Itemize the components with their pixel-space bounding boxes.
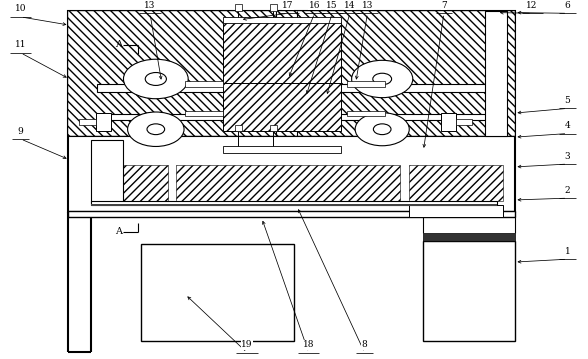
Bar	[409, 205, 503, 217]
Circle shape	[373, 124, 391, 135]
Text: 11: 11	[15, 40, 26, 50]
Circle shape	[147, 124, 165, 135]
Text: 7: 7	[441, 1, 447, 10]
Text: 6: 6	[564, 1, 570, 10]
Bar	[223, 17, 341, 23]
Bar	[409, 165, 503, 201]
Circle shape	[352, 60, 413, 98]
Text: 13: 13	[144, 1, 156, 10]
Text: 12: 12	[526, 1, 538, 10]
Bar	[423, 233, 514, 241]
Circle shape	[373, 73, 392, 85]
Bar	[223, 146, 341, 153]
Circle shape	[128, 112, 184, 146]
Circle shape	[123, 59, 188, 99]
Bar	[91, 204, 497, 206]
Bar	[185, 111, 223, 116]
Bar	[97, 84, 491, 92]
Text: 15: 15	[326, 1, 338, 10]
Text: 1: 1	[564, 247, 570, 256]
Text: 17: 17	[282, 1, 294, 10]
Bar	[223, 22, 341, 83]
Bar	[347, 81, 385, 87]
Text: 14: 14	[344, 1, 356, 10]
Bar	[270, 4, 277, 11]
Bar	[96, 113, 111, 131]
Bar	[456, 119, 472, 125]
Bar	[423, 241, 514, 341]
Text: 3: 3	[564, 151, 570, 161]
Circle shape	[355, 113, 409, 146]
Text: 8: 8	[362, 340, 368, 349]
Bar	[97, 114, 491, 120]
Bar	[91, 201, 497, 205]
Bar	[347, 111, 385, 116]
Bar	[68, 11, 514, 136]
Bar	[68, 211, 514, 217]
Text: 10: 10	[15, 4, 26, 14]
Text: 18: 18	[303, 340, 315, 349]
Bar	[91, 140, 123, 203]
Text: 13: 13	[362, 1, 373, 10]
Bar	[223, 83, 341, 131]
Text: 9: 9	[18, 126, 24, 136]
Circle shape	[145, 73, 166, 85]
Bar	[185, 81, 223, 87]
Bar	[68, 11, 514, 212]
Bar	[91, 165, 168, 201]
Text: 19: 19	[241, 340, 253, 349]
Bar	[270, 125, 277, 131]
Bar	[441, 113, 456, 131]
Text: 2: 2	[564, 186, 570, 195]
Bar	[235, 4, 242, 11]
Text: A: A	[115, 227, 122, 236]
Text: 4: 4	[564, 121, 570, 130]
Bar	[141, 244, 294, 341]
Bar	[176, 165, 400, 201]
Text: A: A	[115, 40, 122, 50]
Bar	[485, 11, 507, 136]
Bar	[235, 125, 242, 131]
Bar	[79, 119, 96, 125]
Text: 5: 5	[564, 96, 570, 105]
Text: 16: 16	[309, 1, 320, 10]
